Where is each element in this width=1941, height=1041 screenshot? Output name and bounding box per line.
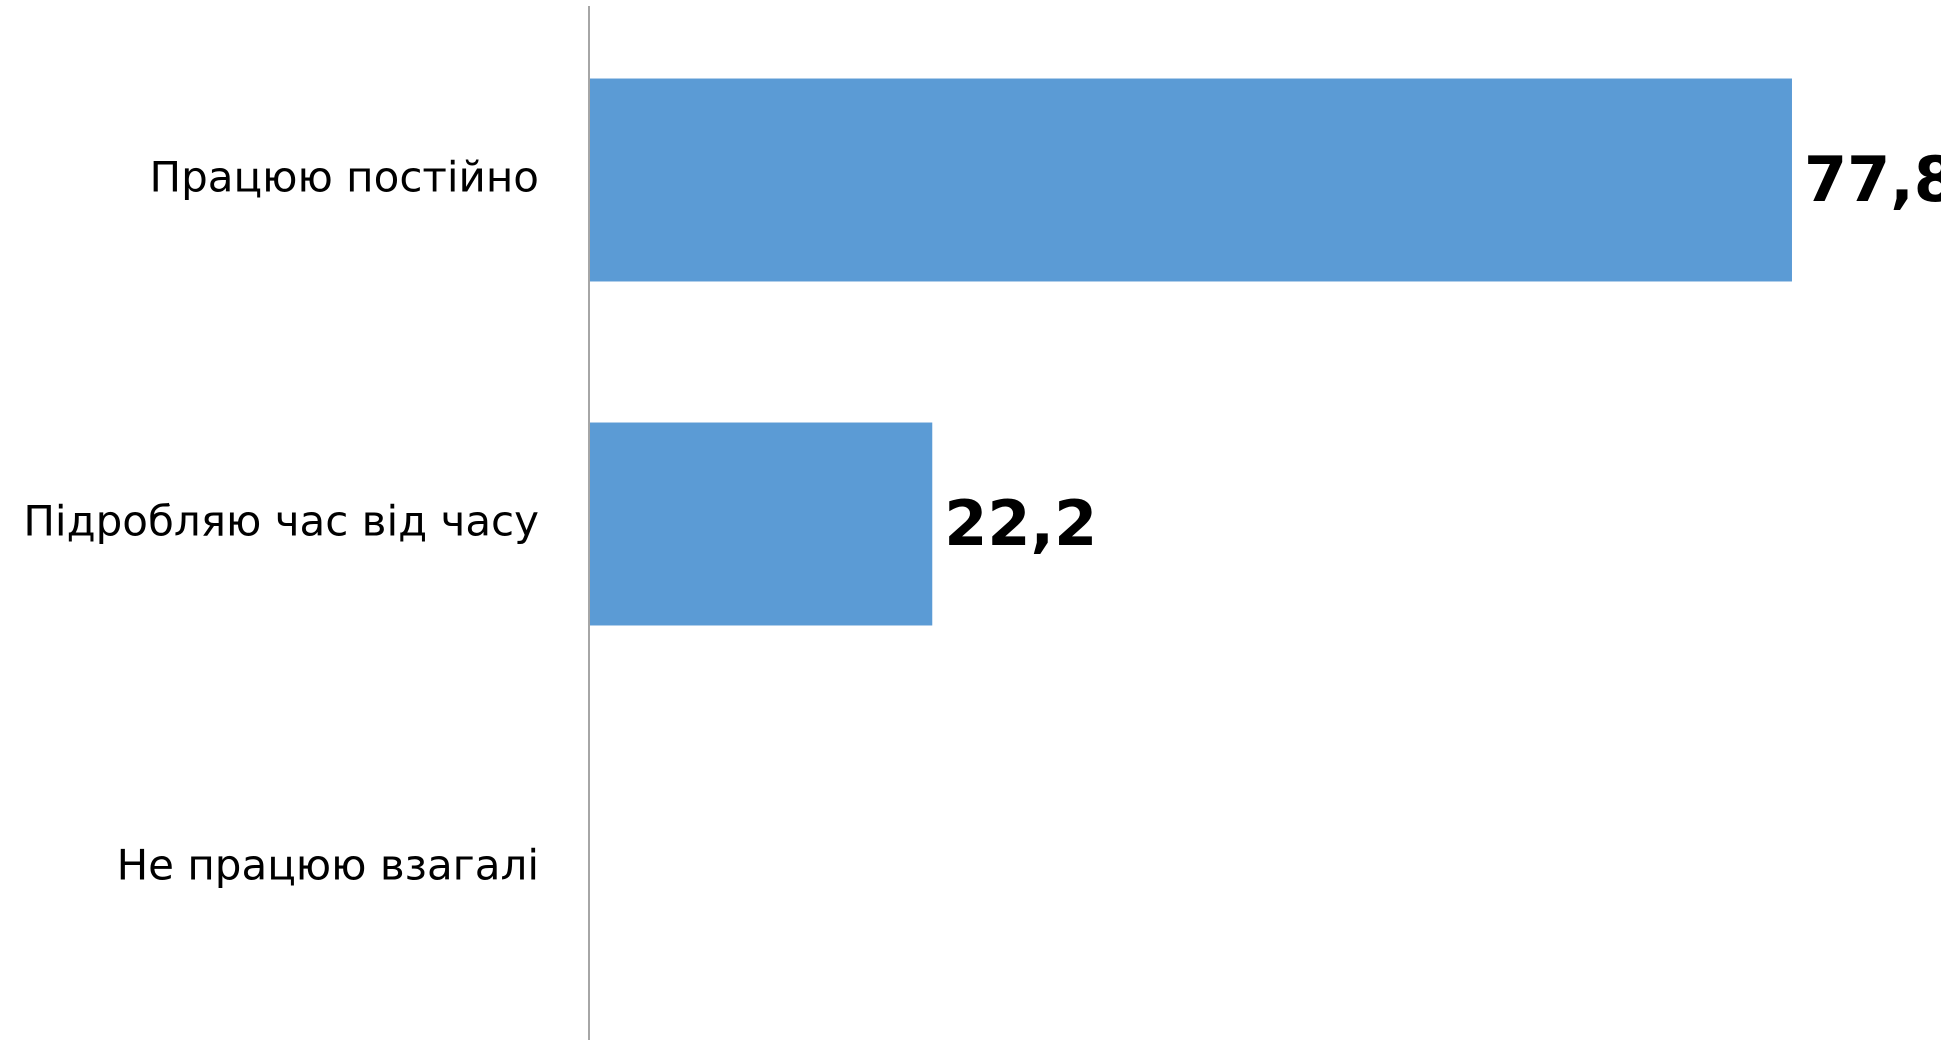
category-label: Підробляю час від часу — [23, 497, 539, 546]
category-label: Не працюю взагалі — [117, 841, 539, 890]
bar — [589, 422, 933, 626]
value-label: 77,8 — [1804, 143, 1941, 216]
bar — [589, 78, 1792, 282]
category-label: Працюю постійно — [150, 153, 539, 202]
value-label: 22,2 — [944, 487, 1097, 560]
